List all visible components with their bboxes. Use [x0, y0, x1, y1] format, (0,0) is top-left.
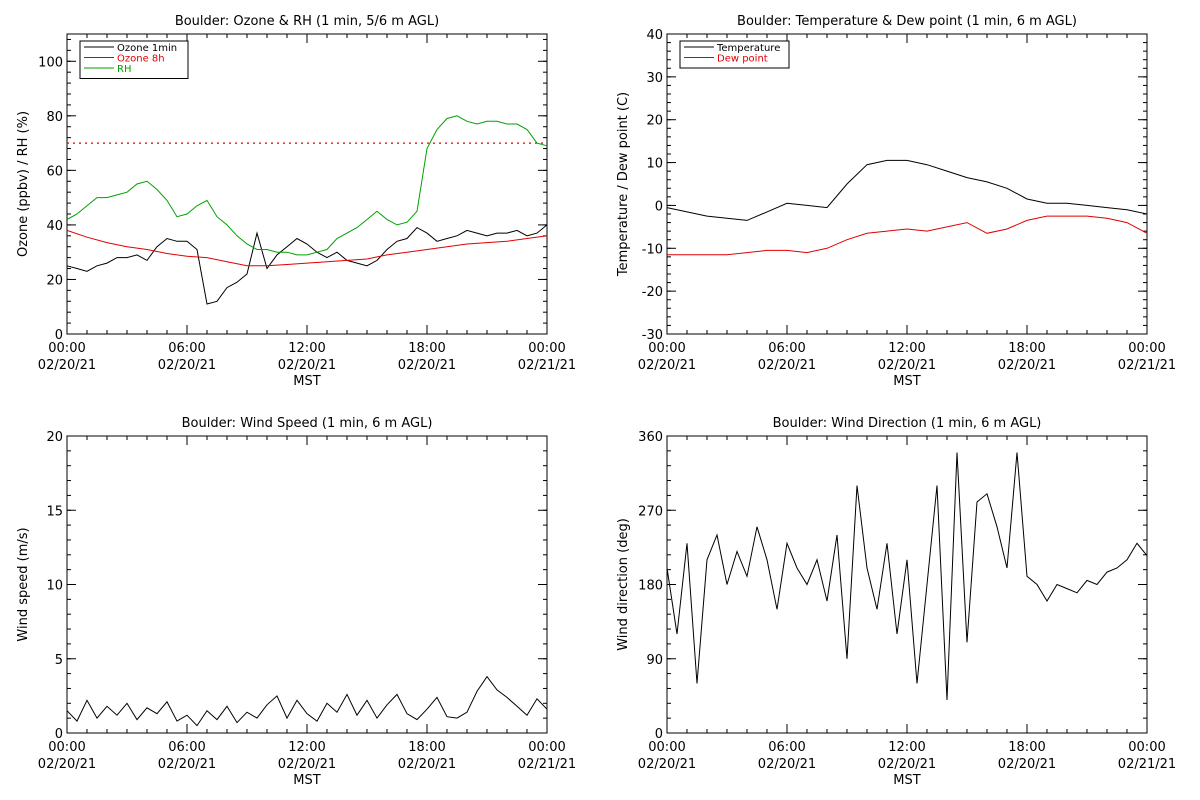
x-tick-time: 18:00: [408, 740, 445, 755]
x-tick-time: 00:00: [528, 740, 565, 755]
y-axis-label: Wind speed (m/s): [16, 527, 31, 641]
y-tick-label: -20: [642, 285, 663, 300]
y-tick-label: 0: [55, 727, 63, 742]
x-tick-date: 02/20/21: [758, 358, 816, 373]
y-tick-label: 0: [655, 727, 663, 742]
x-axis-label: MST: [893, 773, 920, 788]
x-tick-date: 02/21/21: [518, 757, 576, 772]
y-axis-label: Ozone (ppbv) / RH (%): [16, 111, 31, 257]
x-tick-date: 02/20/21: [998, 757, 1056, 772]
legend-label: RH: [117, 64, 131, 75]
x-tick-time: 06:00: [768, 341, 805, 356]
x-axis-label: MST: [893, 374, 920, 389]
x-tick-time: 06:00: [768, 740, 805, 755]
chart-title: Boulder: Wind Direction (1 min, 6 m AGL): [773, 416, 1042, 431]
y-tick-label: 0: [655, 199, 663, 214]
plot-frame: [666, 435, 1148, 734]
x-tick-date: 02/20/21: [878, 358, 936, 373]
y-tick-label: 10: [646, 157, 663, 172]
series-line-1: [666, 452, 1148, 701]
x-tick-date: 02/21/21: [1118, 757, 1176, 772]
series-line-2: [66, 229, 548, 267]
y-tick-label: 15: [46, 504, 63, 519]
x-tick-time: 00:00: [648, 740, 685, 755]
x-tick-date: 02/21/21: [1118, 358, 1176, 373]
chart-title: Boulder: Ozone & RH (1 min, 5/6 m AGL): [175, 14, 439, 29]
y-tick-label: 0: [55, 328, 63, 343]
x-tick-date: 02/20/21: [878, 757, 936, 772]
series-line-3: [66, 115, 548, 256]
y-tick-label: 80: [46, 110, 63, 125]
legend-label: Ozone 1min: [117, 43, 177, 54]
x-tick-time: 18:00: [1008, 341, 1045, 356]
y-tick-label: 30: [646, 71, 663, 86]
y-tick-label: 40: [646, 28, 663, 43]
x-tick-time: 06:00: [168, 740, 205, 755]
x-tick-time: 18:00: [408, 341, 445, 356]
chart-panel-1: Boulder: Ozone & RH (1 min, 5/6 m AGL)02…: [16, 14, 576, 389]
y-tick-label: 20: [646, 114, 663, 129]
y-tick-label: 360: [638, 430, 663, 445]
x-tick-date: 02/20/21: [38, 358, 96, 373]
x-tick-time: 06:00: [168, 341, 205, 356]
x-tick-date: 02/21/21: [518, 358, 576, 373]
x-tick-date: 02/20/21: [278, 358, 336, 373]
x-tick-time: 00:00: [1128, 341, 1165, 356]
chart-panel-3: Boulder: Wind Speed (1 min, 6 m AGL) 0 5 10…: [16, 416, 576, 788]
y-axis-label: Wind direction (deg): [616, 518, 631, 651]
x-tick-date: 02/20/21: [158, 358, 216, 373]
x-tick-time: 12:00: [888, 740, 925, 755]
x-tick-time: 18:00: [1008, 740, 1045, 755]
x-tick-time: 00:00: [1128, 740, 1165, 755]
y-tick-label: 40: [46, 219, 63, 234]
y-tick-label: -10: [642, 242, 663, 257]
x-tick-time: 12:00: [888, 341, 925, 356]
legend-label: Ozone 8h: [117, 54, 165, 65]
y-tick-label: 90: [646, 653, 663, 668]
legend-label: Temperature: [716, 43, 780, 54]
x-tick-time: 00:00: [48, 740, 85, 755]
series-line-2: [667, 215, 1148, 256]
x-tick-date: 02/20/21: [398, 358, 456, 373]
plot-frame: [66, 435, 548, 734]
plot-frame: [666, 33, 1148, 335]
x-tick-date: 02/20/21: [998, 358, 1056, 373]
y-tick-label: 10: [46, 579, 63, 594]
x-axis-label: MST: [293, 773, 320, 788]
x-tick-date: 02/20/21: [278, 757, 336, 772]
chart-title: Boulder: Temperature & Dew point (1 min,…: [737, 14, 1077, 29]
y-tick-label: 100: [38, 55, 63, 70]
x-tick-time: 00:00: [48, 341, 85, 356]
y-tick-label: 20: [46, 430, 63, 445]
y-tick-label: 180: [638, 579, 663, 594]
x-tick-date: 02/20/21: [38, 757, 96, 772]
legend-box: [679, 40, 790, 69]
chart-title: Boulder: Wind Speed (1 min, 6 m AGL): [182, 416, 433, 431]
y-axis-label: Temperature / Dew point (C): [616, 92, 631, 277]
chart-panel-2: Boulder: Temperature & Dew point (1 min,…: [616, 14, 1176, 389]
y-tick-label: 5: [55, 653, 63, 668]
x-tick-date: 02/20/21: [638, 757, 696, 772]
x-tick-time: 00:00: [528, 341, 565, 356]
y-tick-label: 60: [46, 164, 63, 179]
x-tick-time: 00:00: [648, 341, 685, 356]
chart-panel-4: Boulder: Wind Direction (1 min, 6 m AGL)…: [616, 416, 1176, 788]
x-tick-date: 02/20/21: [398, 757, 456, 772]
x-axis-label: MST: [293, 374, 320, 389]
series-line-1: [66, 675, 548, 727]
x-tick-time: 12:00: [288, 341, 325, 356]
x-tick-time: 12:00: [288, 740, 325, 755]
series-line-1: [66, 224, 548, 305]
x-tick-date: 02/20/21: [158, 757, 216, 772]
legend-label: Dew point: [717, 54, 768, 65]
y-tick-label: 270: [638, 504, 663, 519]
y-tick-label: 20: [46, 273, 63, 288]
series-line-1: [666, 159, 1148, 221]
y-tick-label: -30: [642, 328, 663, 343]
x-tick-date: 02/20/21: [638, 358, 696, 373]
x-tick-date: 02/20/21: [758, 757, 816, 772]
